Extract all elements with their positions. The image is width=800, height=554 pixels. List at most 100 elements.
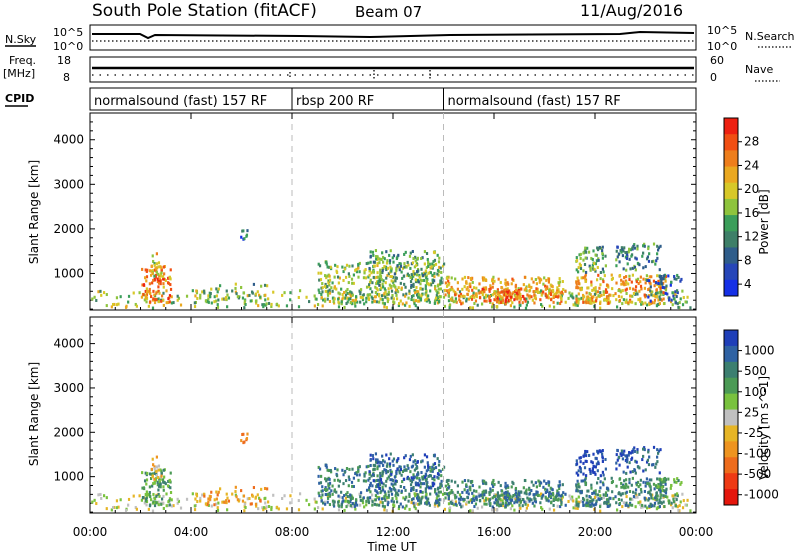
power-cell [421,272,424,276]
power-cell [234,290,237,294]
velocity-cell [589,499,592,503]
power-cell [638,289,641,293]
velocity-cell [546,488,549,492]
velocity-cell [656,455,659,459]
velocity-cell [646,482,649,486]
velocity-cell [669,503,673,507]
velocity-cell [150,467,153,471]
power-cell [454,293,457,297]
velocity-cell [418,477,421,481]
power-cell [621,248,624,252]
velocity-cell [514,497,517,501]
power-cell [435,294,438,298]
power-cell [544,287,547,291]
power-cell [437,260,441,264]
power-cell [625,268,628,272]
velocity-cell [489,497,493,501]
power-cell [620,246,623,250]
power-cell [431,280,435,284]
power-cell [254,292,258,296]
power-cell [568,291,571,295]
power-cell [667,298,671,302]
power-cell [367,296,370,300]
power-cell [670,298,673,302]
velocity-cell [612,497,615,501]
power-cell [414,278,417,282]
power-cell [374,285,377,289]
velocity-cell [679,482,682,486]
velocity-cell [501,504,504,508]
x-tick-label: 20:00 [578,525,613,539]
power-cell [670,280,673,284]
power-cell [210,301,213,305]
power-cell [504,294,508,298]
velocity-cell [431,465,434,469]
power-cell [680,277,683,281]
power-cell [454,299,457,303]
power-cell [426,277,429,281]
power-cell [115,303,118,307]
velocity-cell [662,500,665,504]
velocity-cell [511,504,514,508]
power-cell [272,290,275,294]
velocity-cell [617,497,621,501]
velocity-cell [635,493,638,497]
power-cell [617,252,621,256]
velocity-cell [418,502,421,506]
power-cell [657,246,661,250]
power-cell [601,256,604,260]
velocity-cell [510,485,513,489]
velocity-cell [167,479,170,483]
velocity-cell [450,479,453,483]
velocity-cell [516,500,519,504]
colorbar-swatch [724,345,738,363]
power-cell [634,302,637,306]
velocity-cell [669,486,672,490]
velocity-cell [582,472,585,476]
colorbar-tick-label: -25 [744,426,764,440]
power-cell [215,294,218,298]
velocity-cell [459,495,463,499]
power-cell [481,289,484,293]
power-cell [439,295,442,299]
power-cell [625,257,629,261]
power-cell [562,288,565,292]
velocity-cell [376,495,379,499]
velocity-cell [374,452,378,456]
power-cell [602,270,605,274]
velocity-cell [151,475,154,479]
power-cell [496,296,499,300]
velocity-cell [575,471,578,475]
power-cell [427,265,430,269]
velocity-cell [676,477,679,481]
velocity-cell [581,500,585,504]
power-colorbar-title: Power [dB] [757,189,771,254]
freq-tick-bottom: 8 [63,71,70,84]
velocity-cell [127,497,131,501]
power-cell [469,285,472,289]
power-cell [343,305,346,309]
power-cell [510,282,513,286]
velocity-cell [327,484,330,488]
power-cell [336,265,339,269]
power-cell [281,293,284,297]
power-cell [368,293,372,297]
power-cell [643,286,647,290]
velocity-cell [376,484,380,488]
velocity-cell [153,471,156,475]
velocity-cell [493,482,496,486]
power-cell [266,284,269,288]
power-cell [359,288,363,292]
velocity-cell [411,453,414,457]
velocity-cell [444,496,447,500]
velocity-cell [652,497,655,501]
power-cell [153,262,156,266]
velocity-cell [381,485,384,489]
velocity-cell [412,497,415,501]
power-cell [492,275,495,279]
velocity-cell [628,489,632,493]
power-cell [378,261,381,265]
power-cell [481,287,484,291]
velocity-cell [528,492,531,496]
velocity-cell [611,490,614,494]
